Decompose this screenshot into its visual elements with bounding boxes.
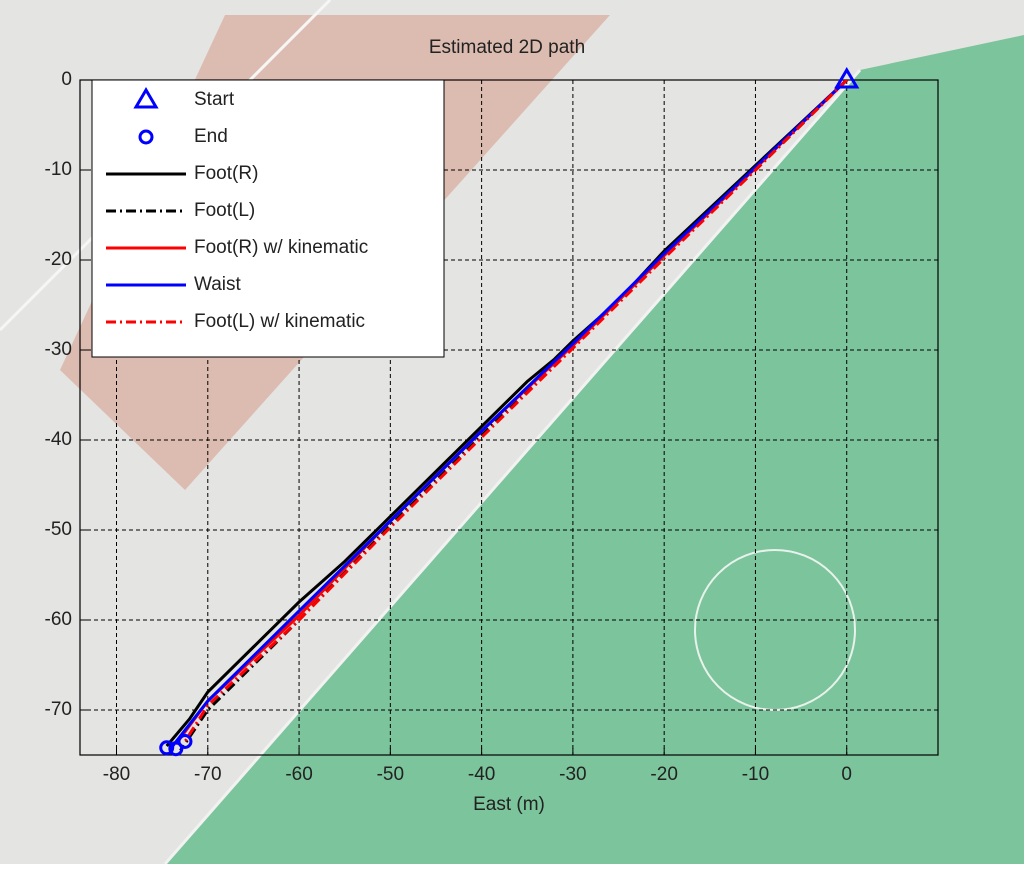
x-tick-label: -40 [468, 764, 495, 785]
x-tick-label: -50 [377, 764, 404, 785]
y-tick-label: -10 [45, 159, 72, 180]
marker-circle [159, 740, 175, 756]
legend-label: Foot(R) [194, 163, 258, 184]
legend-label: Foot(L) w/ kinematic [194, 311, 365, 332]
map-field [165, 35, 1024, 864]
x-tick-label: 0 [841, 764, 852, 785]
x-tick-label: -60 [285, 764, 312, 785]
legend-label: Foot(L) [194, 200, 255, 221]
map-edge [163, 69, 862, 865]
plot-area [165, 80, 848, 752]
x-tick-label: -80 [103, 764, 130, 785]
x-axis-label: East (m) [473, 794, 545, 815]
x-tick-label: -10 [742, 764, 769, 785]
legend: Start End Foot(R) Foot(L) Foot(R) w/ kinemat… [91, 79, 445, 358]
x-tick-label: -30 [559, 764, 586, 785]
marker-circle [138, 129, 154, 145]
legend-label: End [194, 126, 228, 147]
series-line [170, 80, 848, 749]
x-tick-label: -70 [194, 764, 221, 785]
chart-title: Estimated 2D path [429, 37, 585, 58]
y-tick-label: -30 [45, 339, 72, 360]
x-tick-label: -20 [650, 764, 677, 785]
y-tick-label: 0 [61, 69, 72, 90]
grid: -80 -70 -60 -50 -40 -30 -20 -10 0 -70 -60 -50 -40 -30… [45, 69, 938, 785]
legend-label: Start [194, 89, 235, 110]
marker-triangle [834, 67, 860, 89]
marker-triangle [133, 87, 159, 109]
y-tick-label: -40 [45, 429, 72, 450]
y-tick-label: -60 [45, 609, 72, 630]
marker-circle [177, 734, 193, 749]
legend-box [91, 79, 445, 358]
y-tick-label: -20 [45, 249, 72, 270]
y-tick-label: -70 [45, 699, 72, 720]
legend-label: Foot(R) w/ kinematic [194, 237, 368, 258]
marker-circle [168, 741, 184, 757]
legend-label: Waist [194, 274, 242, 295]
y-tick-label: -50 [45, 519, 72, 540]
